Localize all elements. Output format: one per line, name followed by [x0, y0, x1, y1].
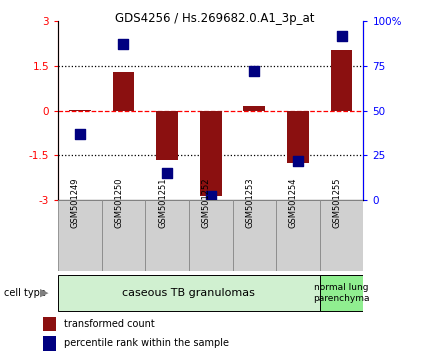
Bar	[276, 200, 320, 271]
Point	[120, 42, 127, 47]
Point	[251, 68, 258, 74]
Bar	[243, 106, 265, 110]
Bar	[43, 316, 56, 331]
Bar	[113, 72, 134, 110]
Point	[207, 194, 214, 199]
Bar	[58, 200, 101, 271]
Text: GSM501249: GSM501249	[71, 178, 80, 228]
Bar	[287, 110, 309, 163]
Point	[295, 158, 301, 164]
Bar	[43, 336, 56, 351]
Text: GSM501251: GSM501251	[158, 178, 167, 228]
Bar	[331, 50, 353, 110]
Text: GSM501253: GSM501253	[245, 177, 254, 228]
Text: caseous TB granulomas: caseous TB granulomas	[123, 288, 255, 298]
Text: ▶: ▶	[40, 288, 49, 298]
Text: GSM501254: GSM501254	[289, 178, 298, 228]
Text: normal lung
parenchyma: normal lung parenchyma	[313, 283, 370, 303]
Bar	[189, 200, 233, 271]
Text: GSM501252: GSM501252	[202, 178, 211, 228]
Bar	[320, 275, 363, 311]
Bar	[145, 200, 189, 271]
Bar	[58, 275, 320, 311]
Text: GSM501255: GSM501255	[332, 178, 341, 228]
Text: GSM501250: GSM501250	[114, 178, 123, 228]
Bar	[156, 110, 178, 160]
Bar	[200, 110, 221, 195]
Text: cell type: cell type	[4, 288, 46, 298]
Point	[77, 131, 83, 137]
Text: GDS4256 / Hs.269682.0.A1_3p_at: GDS4256 / Hs.269682.0.A1_3p_at	[115, 12, 315, 25]
Bar	[320, 200, 363, 271]
Bar	[101, 200, 145, 271]
Point	[164, 170, 171, 176]
Point	[338, 33, 345, 38]
Text: percentile rank within the sample: percentile rank within the sample	[64, 338, 229, 348]
Bar	[233, 200, 276, 271]
Text: transformed count: transformed count	[64, 319, 154, 329]
